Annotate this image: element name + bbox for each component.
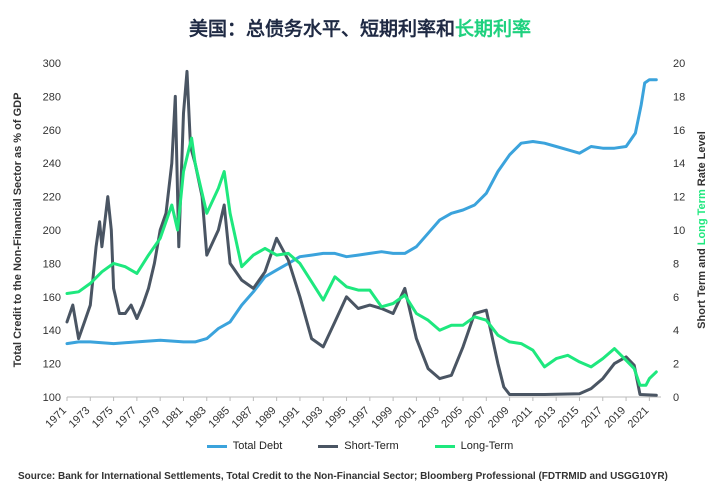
y-left-tick-label: 260 xyxy=(43,125,61,137)
y-left-tick-label: 160 xyxy=(43,292,61,304)
y-left-tick-label: 120 xyxy=(43,359,61,371)
y-left-tick-label: 100 xyxy=(43,392,61,404)
y-right-tick-label: 12 xyxy=(673,192,685,204)
y-right-tick-label: 6 xyxy=(673,292,679,304)
legend-item-long-term: Long-Term xyxy=(434,440,514,452)
x-tick-label: 1993 xyxy=(300,405,326,431)
y-right-tick-label: 2 xyxy=(673,359,679,371)
x-tick-label: 2003 xyxy=(416,405,442,431)
legend-item-total-debt: Total Debt xyxy=(206,440,283,452)
x-tick-label: 1999 xyxy=(369,405,395,431)
x-tick-label: 1997 xyxy=(346,405,372,431)
x-tick-label: 2015 xyxy=(556,405,582,431)
y-right-tick-label: 14 xyxy=(673,158,685,170)
x-tick-label: 1975 xyxy=(90,405,116,431)
y-right-tick-label: 16 xyxy=(673,125,685,137)
x-tick-label: 1987 xyxy=(230,405,256,431)
x-tick-label: 1977 xyxy=(113,405,139,431)
y-left-tick-label: 140 xyxy=(43,325,61,337)
series-line-short-term xyxy=(65,69,658,397)
chart-title-highlight: 长期利率 xyxy=(455,19,532,40)
x-tick-label: 1979 xyxy=(136,405,162,431)
y-left-tick-label: 200 xyxy=(43,225,61,237)
y-left-tick-label: 220 xyxy=(43,192,61,204)
y-left-axis-label: Total Credit to the Non-Financial Sector… xyxy=(12,93,24,368)
y-right-label-short: Short Term xyxy=(696,271,708,329)
y-right-tick-label: 8 xyxy=(673,258,679,270)
x-tick-label: 2019 xyxy=(602,405,628,431)
y-right-tick-label: 10 xyxy=(673,225,685,237)
legend-swatch-long-term xyxy=(434,444,455,448)
chart-title-main: 美国：总债务水平、短期利率和 xyxy=(188,19,455,40)
legend-label-total-debt: Total Debt xyxy=(232,440,283,452)
y-right-label-rest: Rate Level xyxy=(696,131,708,189)
x-tick-label: 2021 xyxy=(626,405,652,431)
x-tick-label: 2009 xyxy=(486,405,512,431)
series-line-long-term xyxy=(65,136,658,387)
y-right-axis-label: Short Term and Long Term Rate Level xyxy=(696,131,708,329)
y-left-tick-label: 180 xyxy=(43,258,61,270)
x-tick-label: 2011 xyxy=(510,405,535,430)
x-tick-label: 2013 xyxy=(532,405,558,431)
x-tick-label: 1983 xyxy=(183,405,209,431)
y-left-tick-label: 300 xyxy=(43,58,61,70)
x-tick-label: 1971 xyxy=(43,405,69,431)
series-layer xyxy=(65,69,658,397)
x-tick-label: 1973 xyxy=(67,405,93,431)
source-note: Source: Bank for International Settlemen… xyxy=(18,471,668,482)
legend-label-short-term: Short-Term xyxy=(344,440,399,452)
x-tick-label: 1981 xyxy=(160,405,186,431)
axes-layer: 100 120 140 160 180 200 220 240 260 280 300 0 2 4 6 8 10… xyxy=(43,58,686,430)
x-tick-label: 1991 xyxy=(276,405,302,431)
legend-swatch-short-term xyxy=(318,444,339,448)
x-tick-label: 2005 xyxy=(439,405,465,431)
y-right-label-long: Long Term xyxy=(696,189,708,245)
x-tick-label: 2001 xyxy=(393,405,419,431)
chart-title: 美国：总债务水平、短期利率和长期利率 xyxy=(0,14,720,41)
y-left-tick-label: 280 xyxy=(43,91,61,103)
y-right-tick-label: 0 xyxy=(673,392,679,404)
legend-swatch-total-debt xyxy=(206,444,227,448)
chart-legend: Total Debt Short-Term Long-Term xyxy=(0,440,720,452)
series-line-total-debt xyxy=(65,78,658,346)
y-left-tick-label: 240 xyxy=(43,158,61,170)
x-tick-label: 1995 xyxy=(323,405,349,431)
y-right-tick-label: 4 xyxy=(673,325,679,337)
x-tick-label: 1985 xyxy=(206,405,232,431)
x-tick-label: 1989 xyxy=(253,405,279,431)
legend-label-long-term: Long-Term xyxy=(460,440,514,452)
y-right-tick-label: 18 xyxy=(673,91,685,103)
y-right-tick-label: 20 xyxy=(673,58,685,70)
y-right-label-and: and xyxy=(696,245,708,271)
x-tick-label: 2007 xyxy=(463,405,489,431)
x-tick-label: 2017 xyxy=(579,405,605,431)
legend-item-short-term: Short-Term xyxy=(318,440,399,452)
